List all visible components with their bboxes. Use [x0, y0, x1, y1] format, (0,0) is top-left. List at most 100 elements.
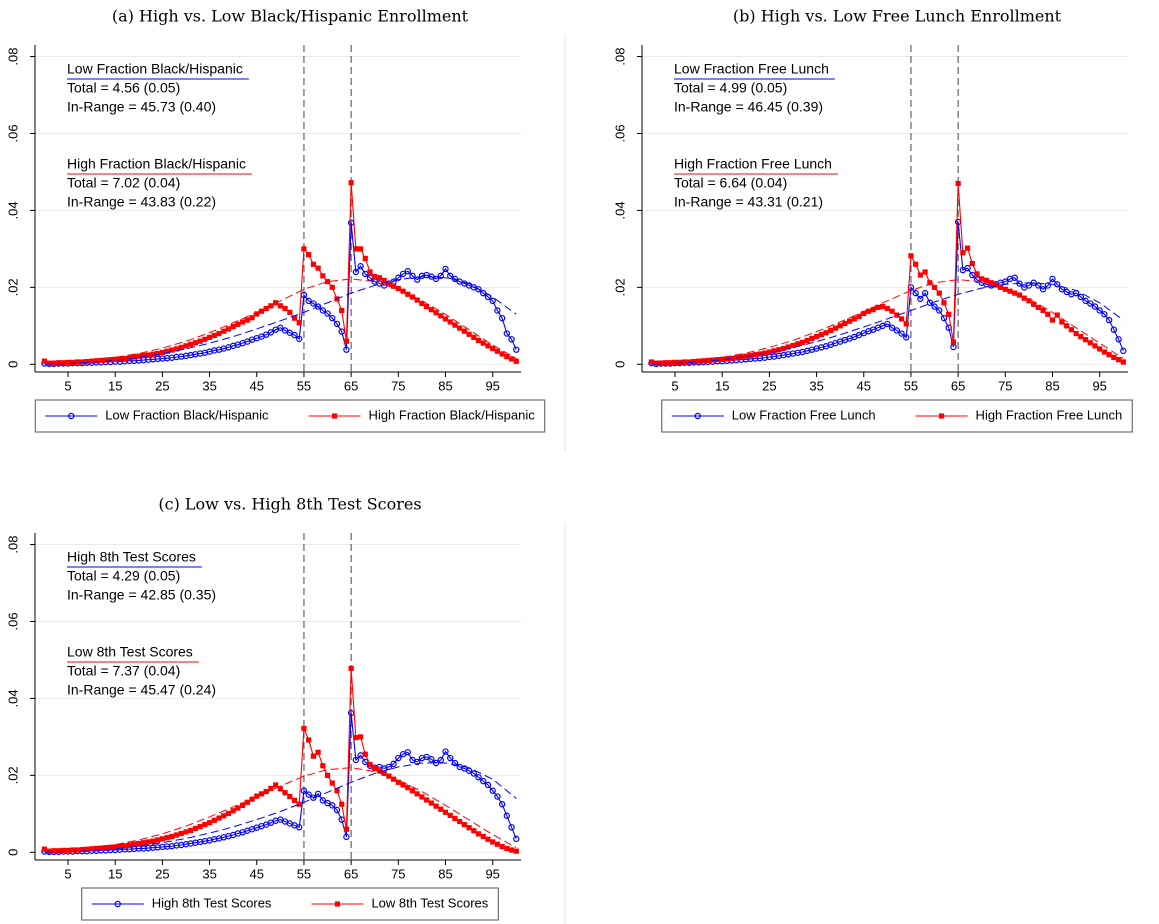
- y-tick-label: .04: [5, 689, 20, 707]
- marker: [386, 280, 392, 287]
- marker: [334, 901, 341, 907]
- x-tick-label: 75: [998, 378, 1012, 393]
- x-tick-label: 35: [202, 866, 216, 881]
- marker: [499, 843, 505, 850]
- annotation-text: Total = 4.99 (0.05): [674, 80, 787, 96]
- marker: [225, 326, 232, 332]
- legend-label: High Fraction Free Lunch: [976, 407, 1123, 422]
- marker: [324, 772, 331, 778]
- marker: [381, 770, 387, 777]
- marker: [1049, 317, 1056, 323]
- marker: [998, 284, 1004, 290]
- marker: [1039, 286, 1047, 293]
- marker: [98, 357, 104, 364]
- marker: [832, 325, 839, 331]
- marker: [273, 782, 279, 788]
- marker: [41, 358, 48, 364]
- marker: [112, 356, 118, 362]
- marker: [400, 782, 406, 788]
- marker: [419, 300, 425, 307]
- marker: [1106, 352, 1112, 358]
- marker: [178, 344, 184, 350]
- marker: [898, 330, 905, 337]
- marker: [498, 314, 506, 322]
- x-tick-label: 45: [250, 866, 264, 881]
- marker: [480, 833, 486, 840]
- marker: [494, 307, 501, 314]
- marker: [485, 343, 491, 349]
- marker: [1007, 288, 1013, 294]
- annotation-text: In-Range = 46.45 (0.39): [674, 99, 823, 115]
- marker: [498, 801, 506, 808]
- marker: [131, 841, 137, 847]
- y-tick-label: .04: [5, 201, 20, 219]
- marker: [851, 316, 857, 322]
- marker: [51, 848, 57, 854]
- marker: [700, 358, 706, 364]
- marker: [164, 835, 170, 841]
- marker: [428, 756, 435, 763]
- marker: [249, 315, 255, 321]
- marker: [258, 791, 265, 797]
- marker: [173, 346, 180, 352]
- marker: [903, 321, 909, 327]
- marker: [508, 824, 515, 831]
- annotation-heading: Low 8th Test Scores: [67, 644, 193, 660]
- marker: [705, 357, 711, 364]
- marker: [74, 847, 81, 853]
- marker: [315, 265, 321, 271]
- marker: [828, 327, 834, 334]
- marker: [385, 763, 393, 771]
- marker: [74, 359, 81, 365]
- marker: [875, 304, 881, 310]
- marker: [159, 349, 165, 355]
- marker: [339, 801, 345, 807]
- marker: [790, 342, 796, 349]
- marker: [211, 817, 217, 823]
- marker: [475, 774, 482, 781]
- legend-box: [34, 399, 546, 433]
- marker: [471, 828, 477, 834]
- x-tick-label: 65: [344, 866, 358, 881]
- marker: [1021, 295, 1027, 301]
- marker: [305, 791, 312, 798]
- legend: Low Fraction Black/Hispanic High Fraction…: [34, 399, 546, 433]
- marker: [1011, 274, 1018, 281]
- marker: [155, 837, 161, 843]
- marker: [362, 751, 368, 757]
- marker: [457, 325, 463, 331]
- y-tick-label: .04: [612, 201, 627, 219]
- marker: [437, 272, 444, 280]
- marker: [1078, 334, 1084, 340]
- marker: [136, 840, 142, 847]
- annotation-heading: Low Fraction Black/Hispanic: [67, 61, 243, 77]
- marker: [183, 343, 189, 349]
- marker: [202, 822, 208, 828]
- marker: [391, 776, 397, 782]
- marker: [938, 413, 945, 419]
- marker: [362, 255, 368, 262]
- marker: [277, 786, 283, 792]
- marker: [150, 838, 156, 844]
- x-tick-label: 5: [671, 378, 678, 393]
- x-tick-label: 25: [762, 378, 776, 393]
- marker: [399, 270, 407, 278]
- legend-box: [661, 399, 1133, 433]
- marker: [282, 305, 288, 312]
- marker: [126, 842, 132, 848]
- marker: [504, 354, 510, 360]
- marker: [865, 308, 872, 314]
- marker: [93, 845, 99, 852]
- marker: [395, 779, 401, 785]
- marker: [353, 735, 359, 741]
- marker: [353, 246, 359, 252]
- x-tick-label: 45: [857, 378, 871, 393]
- marker: [766, 349, 772, 355]
- marker: [68, 412, 75, 420]
- marker: [438, 806, 444, 812]
- marker: [310, 753, 316, 759]
- marker: [367, 761, 373, 768]
- marker: [960, 250, 966, 256]
- annotation-heading: High Fraction Black/Hispanic: [67, 156, 246, 172]
- marker: [922, 269, 928, 275]
